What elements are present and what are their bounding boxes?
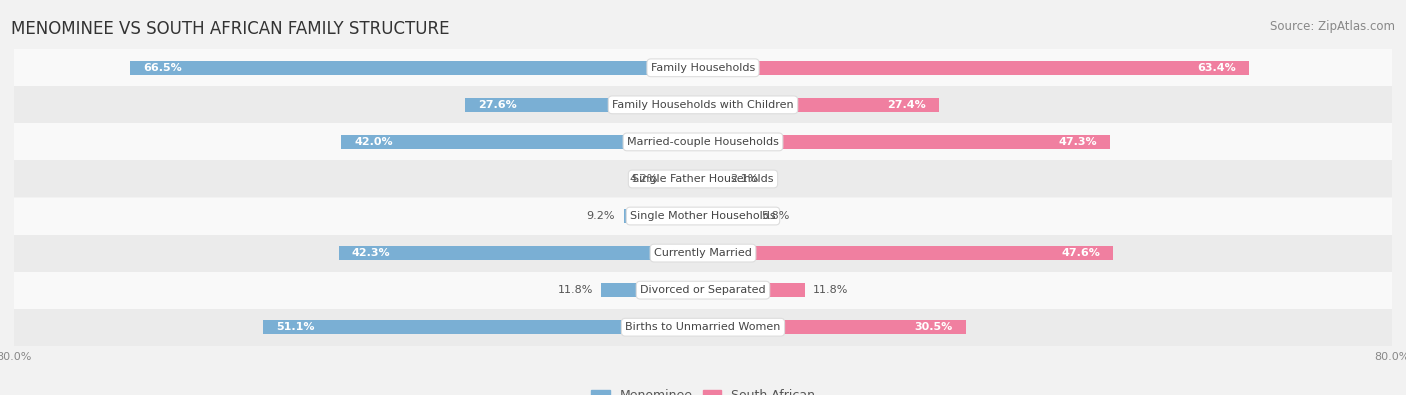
Bar [703,209,754,223]
Bar [14,123,1392,160]
Bar [339,246,703,260]
Bar [342,135,703,149]
Bar [703,283,804,297]
Bar [703,98,939,112]
Text: Source: ZipAtlas.com: Source: ZipAtlas.com [1270,20,1395,33]
Text: 47.3%: 47.3% [1059,137,1098,147]
Bar [703,172,721,186]
Text: 27.6%: 27.6% [478,100,517,110]
Text: 11.8%: 11.8% [813,285,849,295]
Text: 4.2%: 4.2% [630,174,658,184]
Text: 27.4%: 27.4% [887,100,927,110]
Text: Births to Unmarried Women: Births to Unmarried Women [626,322,780,332]
Bar [131,61,703,75]
Text: 2.1%: 2.1% [730,174,758,184]
Bar [465,98,703,112]
Bar [602,283,703,297]
Bar [14,235,1392,272]
Legend: Menominee, South African: Menominee, South African [586,384,820,395]
Text: Currently Married: Currently Married [654,248,752,258]
Bar [14,49,1392,87]
Text: 42.0%: 42.0% [354,137,392,147]
Text: 9.2%: 9.2% [586,211,616,221]
Bar [666,172,703,186]
Bar [14,198,1392,235]
Bar [263,320,703,334]
Text: 30.5%: 30.5% [914,322,953,332]
Text: MENOMINEE VS SOUTH AFRICAN FAMILY STRUCTURE: MENOMINEE VS SOUTH AFRICAN FAMILY STRUCT… [11,20,450,38]
Text: 63.4%: 63.4% [1198,63,1236,73]
Bar [14,87,1392,123]
Bar [14,272,1392,308]
Text: Single Father Households: Single Father Households [633,174,773,184]
Text: Married-couple Households: Married-couple Households [627,137,779,147]
Bar [703,135,1111,149]
Text: 66.5%: 66.5% [143,63,181,73]
Bar [703,61,1249,75]
Text: 51.1%: 51.1% [276,322,315,332]
Text: 11.8%: 11.8% [557,285,593,295]
Bar [624,209,703,223]
Text: Family Households: Family Households [651,63,755,73]
Text: 42.3%: 42.3% [352,248,391,258]
Bar [703,320,966,334]
Bar [703,246,1114,260]
Text: Divorced or Separated: Divorced or Separated [640,285,766,295]
Bar [14,160,1392,198]
Bar [14,308,1392,346]
Text: 5.8%: 5.8% [762,211,790,221]
Text: Family Households with Children: Family Households with Children [612,100,794,110]
Text: Single Mother Households: Single Mother Households [630,211,776,221]
Text: 47.6%: 47.6% [1062,248,1099,258]
